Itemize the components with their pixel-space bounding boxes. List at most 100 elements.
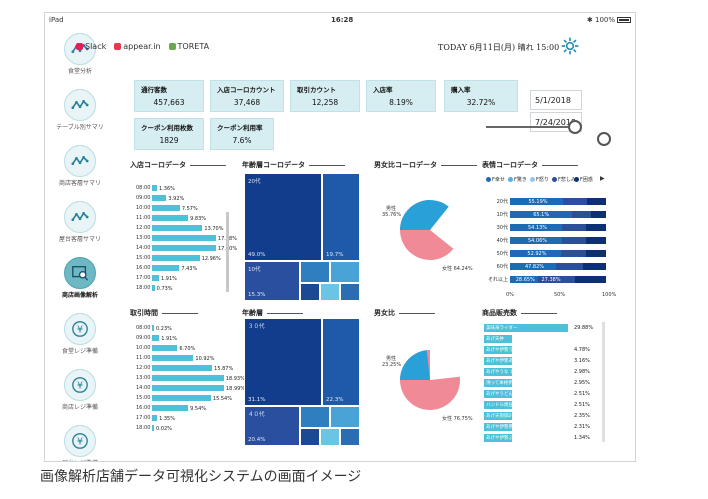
legend-label: F困惑	[580, 177, 593, 183]
treemap-cell	[320, 428, 340, 446]
bar-category: 12:00	[136, 365, 151, 371]
sidebar-item[interactable]: 屋台客層サマリ	[45, 201, 115, 243]
expression-legend-item: F困惑	[574, 176, 593, 183]
product-row: あげ天丼	[484, 335, 512, 343]
product-row: あげ天刻御2番セット	[484, 412, 529, 420]
bar-category: 14:00	[136, 385, 151, 391]
integration-toreta[interactable]: TORETA	[168, 42, 210, 51]
sidebar-item[interactable]: ¥ 商店レジ準備	[45, 369, 115, 411]
treemap-cell: 20代 49.0%	[244, 173, 322, 261]
product-name: あげや伊勢ふた	[486, 436, 518, 441]
treemap-cell: 22.3%	[322, 318, 360, 406]
treemap-cell	[340, 428, 360, 446]
expression-bar-value: 27.38%	[541, 277, 561, 283]
entry-scrollbar[interactable]	[226, 212, 229, 292]
sidebar-item[interactable]: テーブル別サマリ	[45, 89, 115, 131]
expression-bar-other	[575, 276, 606, 283]
kpi-value: 8.19%	[389, 98, 413, 107]
kpi-label: 購入率	[451, 86, 471, 94]
expression-bar-value: 54.06%	[527, 238, 548, 244]
expression-bar-other	[585, 250, 606, 257]
expression-bar-happy	[510, 263, 556, 270]
product-name: あげや伊勢うどん	[486, 348, 522, 353]
bar	[152, 185, 157, 191]
sidebar-item-label: 屋台客層サマリ	[58, 236, 101, 243]
gender-top-section-title: 男女比コーロデータ	[374, 160, 477, 170]
bar	[152, 355, 194, 361]
expression-legend-item: F悲しみ	[552, 176, 576, 183]
expression-bar-happy	[510, 250, 561, 257]
bar	[152, 395, 211, 401]
product-name: あげや伊勢茶だし	[486, 425, 522, 430]
bar	[152, 195, 167, 201]
expression-bar-happy	[510, 211, 573, 218]
product-name: 美味海ライダー	[486, 326, 518, 331]
pie-female-label: 女性 76.75%	[442, 415, 473, 422]
expression-category: 60代	[496, 264, 508, 270]
sidebar-item-label: 商店客層サマリ	[58, 180, 101, 187]
bar-category: 12:00	[136, 225, 151, 231]
expression-bar-other	[586, 224, 606, 231]
bar-value: 7.57%	[181, 206, 198, 212]
battery-icon	[617, 17, 631, 23]
bar-value: 1.91%	[161, 276, 177, 282]
kpi-value: 7.6%	[232, 136, 252, 145]
bar-category: 11:00	[136, 215, 151, 221]
expression-bar-value: 28.65%	[515, 277, 535, 283]
bar-value: 6.70%	[179, 346, 196, 352]
date-range-slider[interactable]	[486, 126, 568, 128]
bar	[152, 365, 213, 371]
yen-icon: ¥	[64, 313, 96, 345]
bar-category: 17:00	[136, 415, 151, 421]
bar	[152, 385, 224, 391]
bar	[152, 345, 178, 351]
bar-value: 7.43%	[181, 266, 198, 272]
bar-value: 13.70%	[204, 226, 224, 232]
svg-text:¥: ¥	[77, 381, 83, 392]
expression-bar-other	[561, 224, 587, 231]
treemap-cell	[340, 283, 360, 301]
product-name: 鴻って本格伊勢茶	[486, 381, 522, 386]
product-percent: 2.31%	[574, 424, 590, 430]
status-time: 16:28	[331, 16, 354, 24]
slider-knob-end[interactable]	[597, 132, 611, 146]
pie-male-value: 35.76%	[382, 212, 401, 218]
bar	[152, 405, 189, 411]
product-row: あげやうどん 水菜	[484, 390, 523, 398]
product-name: あげやうな とふいおしかおいえへ	[486, 370, 555, 375]
sidebar-item[interactable]: 商店画像解析	[45, 257, 115, 299]
legend-next-icon[interactable]: ▶	[600, 175, 605, 182]
expression-bar-happy	[510, 237, 562, 244]
bar-category: 18:00	[136, 425, 151, 431]
slider-knob-start[interactable]	[568, 120, 582, 134]
sidebar-item[interactable]: ¥ 屋台レジ準備	[45, 425, 115, 461]
expression-category: 30代	[496, 225, 508, 231]
integration-name: TORETA	[177, 42, 210, 51]
expression-category: 50代	[496, 251, 508, 257]
integration-appear-in[interactable]: appear.in	[114, 42, 161, 51]
gear-icon[interactable]	[560, 36, 580, 56]
sidebar-item-label: 食堂レジ準備	[61, 348, 98, 355]
kpi-card: 入店コーロカウント 37,468	[210, 80, 284, 112]
today-weather: TODAY 6月11日(月) 晴れ 15:00	[438, 43, 560, 52]
legend-swatch	[530, 177, 535, 182]
product-scrollbar[interactable]	[602, 322, 605, 442]
kpi-card: クーポン利用枚数 1829	[134, 118, 204, 150]
sidebar-item[interactable]: 商店客層サマリ	[45, 145, 115, 187]
expression-bar-other	[590, 211, 606, 218]
bar-category: 08:00	[136, 185, 151, 191]
age-bottom-section-title: 年齢層	[242, 308, 303, 318]
kpi-value: 37,468	[233, 98, 261, 107]
sidebar-item[interactable]: 食堂分析	[45, 33, 115, 75]
integration-slack[interactable]: Slack	[76, 42, 106, 51]
sidebar-item[interactable]: ¥ 食堂レジ準備	[45, 313, 115, 355]
bar-value: 15.54%	[212, 396, 232, 402]
product-percent: 2.35%	[574, 413, 590, 419]
treemap-cell: 10代 15.3%	[244, 261, 300, 301]
bar-category: 09:00	[136, 195, 151, 201]
bar-value: 1.36%	[159, 186, 175, 192]
bar	[152, 425, 154, 431]
expression-bar-other	[583, 263, 606, 270]
expression-bar-value: 55.19%	[528, 199, 548, 205]
start-date-field[interactable]: 5/1/2018	[530, 90, 582, 110]
